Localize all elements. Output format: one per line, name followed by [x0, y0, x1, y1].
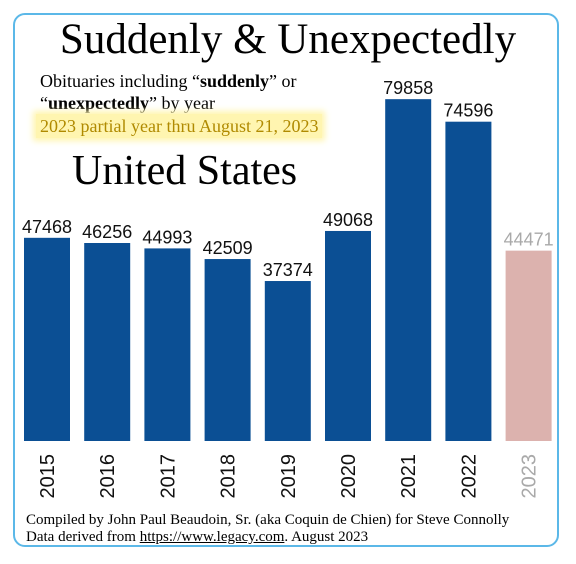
x-tick-2020: 2020	[338, 454, 360, 499]
footer-source-pre: Data derived from	[26, 529, 140, 545]
partial-year-note: 2023 partial year thru August 21, 2023	[36, 114, 323, 138]
footer-source: Data derived from https://www.legacy.com…	[26, 528, 368, 546]
bar-2017	[144, 248, 191, 441]
x-tick-2021: 2021	[398, 454, 420, 499]
value-label-2022: 74596	[443, 101, 493, 121]
bar-2021	[385, 99, 432, 441]
subtitle-line-1-pre: Obituaries including “	[40, 71, 200, 91]
x-tick-2023: 2023	[519, 454, 541, 499]
value-label-2020: 49068	[323, 210, 373, 230]
source-link[interactable]: https://www.legacy.com	[139, 529, 285, 545]
subtitle-line-1: Obituaries including “suddenly” or	[40, 70, 297, 92]
subtitle-keyword-suddenly: suddenly	[199, 71, 270, 91]
value-label-2021: 79858	[383, 78, 433, 98]
x-tick-2016: 2016	[97, 454, 119, 499]
x-tick-2022: 2022	[458, 454, 480, 499]
subtitle-line-2-pre: “	[40, 93, 48, 113]
region-label: United States	[72, 148, 298, 194]
x-tick-2017: 2017	[157, 454, 179, 499]
bar-2019	[264, 281, 311, 441]
value-label-2018: 42509	[203, 238, 253, 258]
value-label-2019: 37374	[263, 260, 313, 280]
subtitle-line-2: “unexpectedly” by year	[40, 92, 215, 114]
bar-2022	[445, 121, 492, 441]
value-label-2023: 44471	[504, 230, 554, 250]
x-tick-2018: 2018	[218, 454, 240, 499]
bar-2023	[505, 250, 552, 441]
subtitle-line-1-post: ” or	[269, 71, 297, 91]
bar-2018	[204, 259, 251, 441]
chart-title: Suddenly & Unexpectedly	[59, 16, 517, 63]
value-label-2015: 47468	[22, 217, 72, 237]
x-tick-2015: 2015	[37, 454, 59, 499]
footer-credit: Compiled by John Paul Beaudoin, Sr. (aka…	[26, 512, 510, 528]
x-tick-2019: 2019	[278, 454, 300, 499]
value-label-2017: 44993	[142, 227, 192, 247]
footer-source-post: . August 2023	[284, 529, 369, 545]
bar-2020	[325, 230, 371, 441]
bar-2016	[84, 243, 131, 441]
bar-2015	[24, 237, 70, 441]
value-label-2016: 46256	[82, 222, 132, 242]
subtitle-keyword-unexpectedly: unexpectedly	[48, 93, 149, 113]
subtitle-line-2-post: ” by year	[149, 93, 215, 113]
